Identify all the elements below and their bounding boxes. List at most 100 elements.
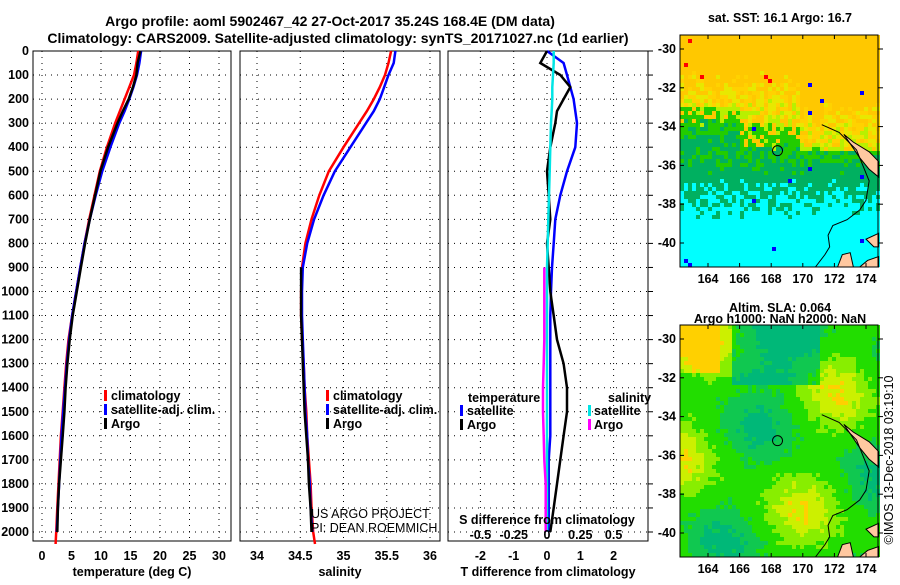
map-cell	[828, 47, 832, 51]
map-cell	[736, 167, 740, 171]
map-cell	[680, 187, 684, 191]
map-cell	[784, 147, 788, 151]
x-tick-label-secondary: 0.5	[605, 528, 622, 542]
map-cell	[828, 151, 832, 155]
map-cell	[684, 171, 688, 175]
map-cell	[724, 473, 728, 477]
map-cell	[840, 361, 844, 365]
map-cell	[820, 333, 824, 337]
map-cell	[784, 123, 788, 127]
map-cell	[812, 51, 816, 55]
map-cell	[736, 135, 740, 139]
map-cell	[740, 59, 744, 63]
map-cell	[812, 441, 816, 445]
map-cell	[848, 247, 852, 251]
map-cell	[852, 103, 856, 107]
map-cell	[816, 333, 820, 337]
map-cell	[812, 207, 816, 211]
map-cell	[744, 349, 748, 353]
map-cell	[740, 179, 744, 183]
map-cell	[724, 139, 728, 143]
map-cell	[828, 345, 832, 349]
map-cell	[832, 83, 836, 87]
map-cell	[852, 135, 856, 139]
map-cell	[832, 167, 836, 171]
map-cell	[744, 147, 748, 151]
map-cell	[804, 369, 808, 373]
map-cell	[696, 55, 700, 59]
map-cell	[784, 377, 788, 381]
map-cell	[784, 231, 788, 235]
map-cell	[724, 167, 728, 171]
map-cell	[864, 361, 868, 365]
map-cell	[760, 445, 764, 449]
map-cell	[800, 251, 804, 255]
map-cell	[788, 243, 792, 247]
map-cell	[768, 449, 772, 453]
map-cell	[680, 361, 684, 365]
map-cell	[728, 345, 732, 349]
map-cell	[756, 333, 760, 337]
map-cell	[720, 211, 724, 215]
title-line1: Argo profile: aoml 5902467_42 27-Oct-201…	[105, 13, 555, 29]
map-cell	[748, 433, 752, 437]
map-cell	[760, 401, 764, 405]
map-cell	[808, 421, 812, 425]
map-cell	[684, 83, 688, 87]
map-cell	[792, 385, 796, 389]
map-cell	[732, 119, 736, 123]
map-cell	[684, 397, 688, 401]
map-cell	[848, 405, 852, 409]
map-cell	[748, 39, 752, 43]
map-cell	[688, 255, 692, 259]
map-cell	[720, 247, 724, 251]
map-cell	[868, 417, 872, 421]
map-cell	[776, 167, 780, 171]
map-cell	[812, 433, 816, 437]
map-cell	[712, 159, 716, 163]
map-cell	[812, 147, 816, 151]
map-cell	[836, 227, 840, 231]
map-cell	[792, 333, 796, 337]
map-cell	[692, 219, 696, 223]
map-cell	[836, 135, 840, 139]
map-cell	[764, 91, 768, 95]
map-cell	[708, 461, 712, 465]
map-cell	[784, 187, 788, 191]
map-cell	[772, 469, 776, 473]
map-cell	[756, 453, 760, 457]
map-cell	[824, 349, 828, 353]
map-cell	[688, 365, 692, 369]
map-cell	[864, 413, 868, 417]
map-cell	[844, 465, 848, 469]
map-cell	[808, 103, 812, 107]
map-cell	[712, 167, 716, 171]
map-cell	[744, 187, 748, 191]
map-cell	[720, 421, 724, 425]
map-cell	[700, 255, 704, 259]
map-cell	[812, 369, 816, 373]
map-cell	[748, 87, 752, 91]
map-cell	[856, 357, 860, 361]
map-cell	[792, 191, 796, 195]
map-cell	[832, 389, 836, 393]
map-cell	[776, 341, 780, 345]
map-cell	[692, 83, 696, 87]
map-cell	[680, 175, 684, 179]
map-cell	[724, 87, 728, 91]
map-cell	[732, 417, 736, 421]
map-cell	[724, 63, 728, 67]
map-cell	[756, 247, 760, 251]
map-cell	[772, 429, 776, 433]
map-cell	[740, 413, 744, 417]
map-cell	[732, 381, 736, 385]
map-cell	[792, 369, 796, 373]
map-cell	[752, 99, 756, 103]
map-cell	[788, 251, 792, 255]
map-cell	[720, 91, 724, 95]
map-cell	[736, 143, 740, 147]
map-cell	[776, 179, 780, 183]
map-cell	[784, 333, 788, 337]
map-cell	[692, 63, 696, 67]
map-cell	[776, 139, 780, 143]
